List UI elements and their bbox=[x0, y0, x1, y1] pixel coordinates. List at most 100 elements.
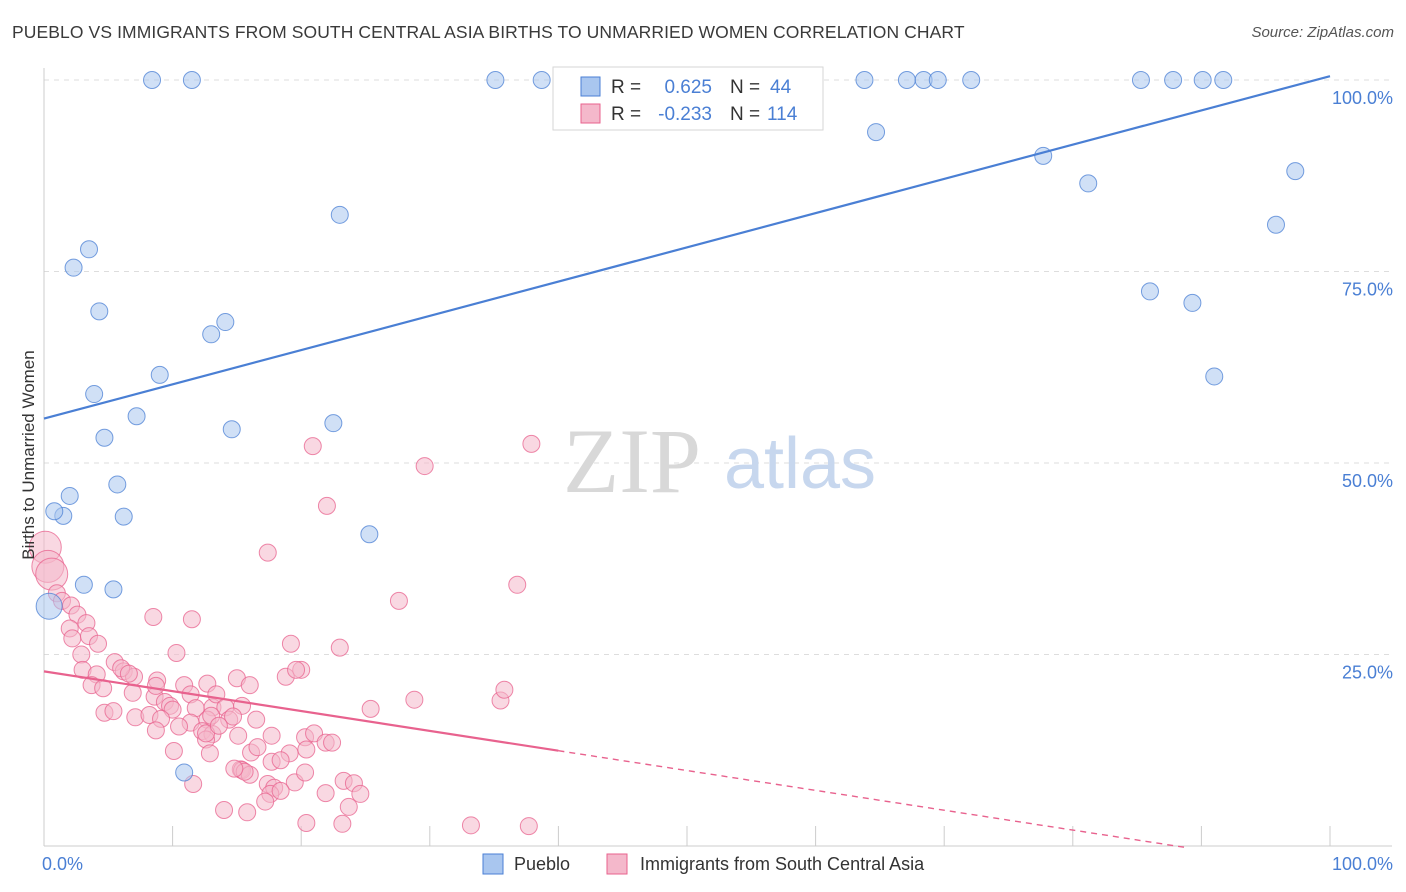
immigrant-point-11 bbox=[89, 634, 108, 653]
immigrant-point-112 bbox=[146, 676, 165, 695]
x-tick-label-0: 0.0% bbox=[42, 854, 83, 874]
immigrant-point-84 bbox=[256, 792, 275, 811]
immigrant-point-63 bbox=[164, 742, 183, 761]
immigrant-point-88 bbox=[297, 814, 316, 833]
pueblo-point-31 bbox=[324, 414, 343, 433]
legend: R = 0.625 N = 44 R = -0.233 N = 114 bbox=[552, 66, 824, 131]
pueblo-point-28 bbox=[150, 365, 169, 384]
pueblo-point-43 bbox=[175, 763, 194, 782]
pink-series-points bbox=[28, 434, 541, 836]
pueblo-point-9 bbox=[962, 71, 981, 89]
trend-line-immigrants bbox=[43, 670, 559, 752]
pueblo-point-3 bbox=[532, 71, 551, 89]
legend-r-value-1: 0.625 bbox=[664, 77, 712, 98]
immigrant-point-9 bbox=[63, 629, 82, 648]
immigrant-point-12 bbox=[72, 645, 91, 664]
pueblo-point-39 bbox=[45, 502, 64, 521]
legend-n-value-1: 44 bbox=[770, 77, 792, 98]
legend-swatch-blue bbox=[580, 76, 601, 97]
immigrant-point-77 bbox=[351, 784, 370, 803]
immigrant-point-68 bbox=[297, 740, 316, 759]
pueblo-point-35 bbox=[60, 486, 79, 505]
immigrant-point-85 bbox=[215, 800, 234, 819]
immigrant-point-110 bbox=[508, 575, 527, 594]
watermark: ZIP atlas bbox=[563, 410, 876, 512]
immigrant-point-66 bbox=[248, 738, 267, 757]
pueblo-point-18 bbox=[330, 205, 349, 224]
immigrant-point-51 bbox=[170, 717, 189, 736]
trend-lines bbox=[43, 75, 1331, 849]
legend-n-label-1: N = bbox=[730, 77, 760, 98]
immigrant-point-109 bbox=[258, 543, 277, 562]
pueblo-point-0 bbox=[143, 71, 162, 89]
pueblo-point-5 bbox=[855, 71, 874, 89]
pueblo-point-30 bbox=[127, 407, 146, 426]
source-label: Source: ZipAtlas.com bbox=[1251, 24, 1394, 41]
immigrant-point-50 bbox=[146, 721, 165, 740]
pueblo-point-10 bbox=[1131, 71, 1150, 89]
pueblo-point-22 bbox=[1140, 282, 1159, 301]
immigrant-point-55 bbox=[262, 726, 281, 745]
pueblo-point-1 bbox=[182, 71, 201, 89]
y-axis-label: Births to Unmarried Women bbox=[19, 350, 38, 559]
bottom-legend-swatch-blue bbox=[482, 853, 504, 875]
y-tick-label-75: 75.0% bbox=[1342, 280, 1393, 300]
axes bbox=[43, 68, 1392, 847]
legend-n-value-2: 114 bbox=[767, 104, 798, 125]
immigrant-point-104 bbox=[361, 699, 380, 718]
pueblo-point-34 bbox=[108, 475, 127, 494]
pueblo-point-27 bbox=[1205, 367, 1224, 386]
pueblo-point-26 bbox=[216, 313, 235, 332]
immigrant-point-91 bbox=[519, 817, 538, 836]
pueblo-point-17 bbox=[1286, 162, 1305, 181]
immigrant-point-89 bbox=[333, 814, 352, 833]
immigrant-point-108 bbox=[317, 496, 336, 515]
immigrant-point-95 bbox=[144, 607, 163, 626]
legend-r-label-1: R = bbox=[611, 77, 641, 98]
immigrant-point-82 bbox=[271, 781, 290, 800]
y-tick-label-100: 100.0% bbox=[1332, 88, 1393, 108]
immigrant-point-111 bbox=[389, 591, 408, 610]
immigrant-point-48 bbox=[224, 707, 243, 726]
pueblo-point-32 bbox=[222, 420, 241, 439]
pueblo-point-19 bbox=[1266, 215, 1285, 234]
pueblo-point-14 bbox=[867, 123, 886, 142]
bottom-legend: Pueblo Immigrants from South Central Asi… bbox=[482, 853, 925, 875]
pueblo-point-40 bbox=[74, 575, 93, 594]
immigrant-point-94 bbox=[271, 751, 290, 770]
bottom-legend-label-immigrants: Immigrants from South Central Asia bbox=[640, 854, 925, 874]
watermark-atlas: atlas bbox=[724, 424, 876, 504]
pueblo-point-11 bbox=[1164, 71, 1183, 89]
pueblo-point-41 bbox=[104, 580, 123, 599]
immigrant-point-59 bbox=[323, 733, 342, 752]
y-tick-label-25: 25.0% bbox=[1342, 663, 1393, 683]
immigrant-point-105 bbox=[415, 457, 434, 476]
pueblo-point-37 bbox=[114, 507, 133, 526]
immigrant-point-106 bbox=[522, 434, 541, 453]
pueblo-point-16 bbox=[1079, 174, 1098, 193]
pueblo-point-42 bbox=[35, 592, 63, 620]
x-tick-label-100: 100.0% bbox=[1332, 854, 1393, 874]
immigrant-point-64 bbox=[200, 744, 219, 763]
pueblo-point-12 bbox=[1193, 71, 1212, 89]
immigrant-point-87 bbox=[339, 797, 358, 816]
immigrant-point-18 bbox=[119, 664, 138, 683]
chart-title: PUEBLO VS IMMIGRANTS FROM SOUTH CENTRAL … bbox=[12, 22, 965, 42]
pueblo-point-38 bbox=[360, 525, 379, 544]
blue-series-points bbox=[35, 71, 1305, 782]
immigrant-point-26 bbox=[240, 676, 259, 695]
immigrant-point-74 bbox=[296, 763, 315, 782]
legend-r-value-2: -0.233 bbox=[658, 104, 712, 125]
pueblo-point-33 bbox=[95, 428, 114, 447]
immigrant-point-40 bbox=[104, 702, 123, 721]
pueblo-point-29 bbox=[85, 385, 104, 404]
pueblo-point-13 bbox=[1214, 71, 1233, 89]
bottom-legend-label-pueblo: Pueblo bbox=[514, 854, 570, 874]
immigrant-point-90 bbox=[461, 816, 480, 835]
y-tick-label-50: 50.0% bbox=[1342, 471, 1393, 491]
pueblo-point-6 bbox=[897, 71, 916, 89]
legend-swatch-pink bbox=[580, 103, 601, 124]
pueblo-point-20 bbox=[80, 240, 99, 259]
immigrant-point-98 bbox=[330, 638, 349, 657]
pueblo-point-2 bbox=[486, 71, 505, 89]
